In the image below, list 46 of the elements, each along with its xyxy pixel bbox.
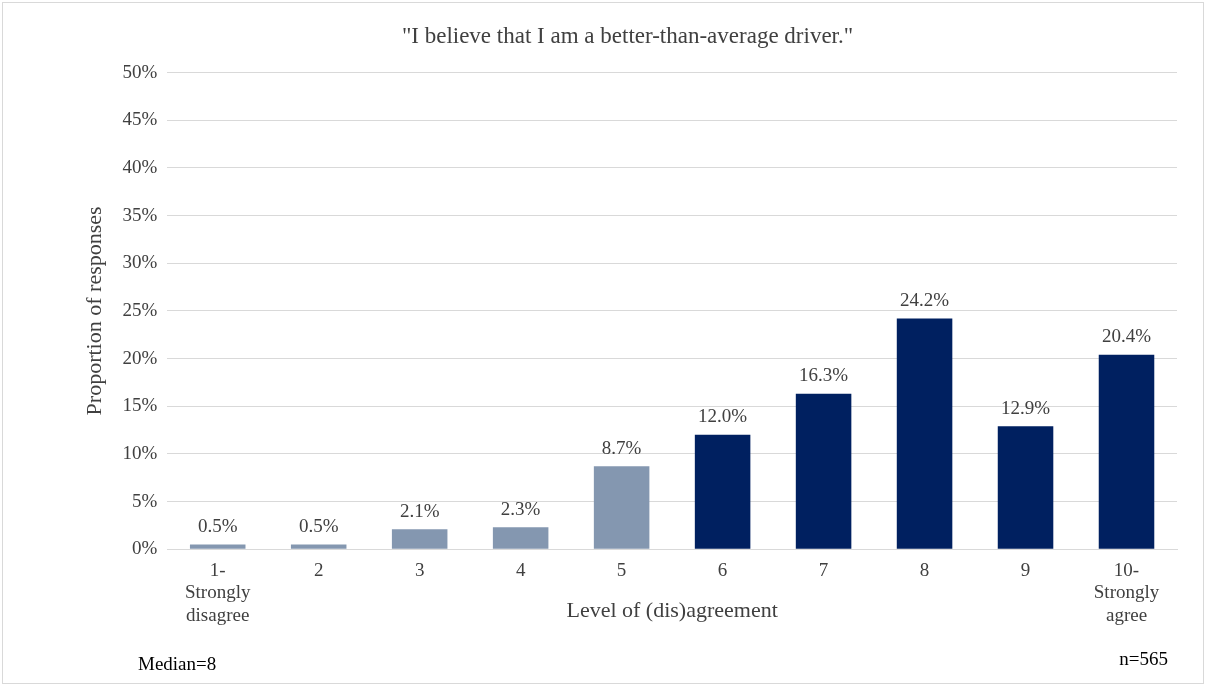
y-tick-label: 20% [122,346,158,368]
y-tick-label: 35% [122,203,158,225]
y-tick-label: 50% [122,60,158,82]
data-label: 20.4% [1101,325,1152,347]
data-label: 2.3% [500,497,541,519]
x-tick-label: 2 [313,558,324,580]
bar [997,426,1054,549]
chart-title: "I believe that I am a better-than-average driver." [401,22,854,48]
y-tick-label: 15% [122,394,158,416]
y-tick-label: 30% [122,251,158,273]
y-tick-label: 5% [131,489,158,511]
x-axis-title: Level of (dis)agreement [566,596,778,622]
bar [795,393,852,549]
bar [391,529,448,549]
x-tick-label: 3 [414,558,425,580]
y-axis-title: Proportion of responses [80,206,106,416]
bar [896,318,953,549]
text: n=565 [1119,648,1168,669]
bar [492,527,549,549]
bar [694,434,751,549]
x-tick-label: 7 [818,558,829,580]
text: Median=8 [138,653,217,674]
data-label: 12.9% [1000,396,1051,418]
x-tick-label: 1- Strongly disagree [184,558,251,626]
x-tick-label: 4 [515,558,526,580]
data-label: 0.5% [298,514,339,536]
x-tick-label: 8 [919,558,930,580]
data-label: 24.2% [900,289,950,311]
y-tick-label: 45% [122,108,158,130]
x-tick-label: 10- Strongly agree [1093,558,1160,626]
x-tick-label: 6 [717,558,728,580]
bar [1098,354,1155,549]
x-tick-label: 5 [616,558,627,580]
y-tick-label: 0% [131,537,158,559]
bar [593,466,650,549]
data-label: 0.5% [197,514,238,536]
data-label: 2.1% [399,499,440,521]
data-label: 16.3% [799,364,849,386]
x-tick-label: 9 [1020,558,1031,580]
y-tick-label: 25% [122,298,158,320]
y-tick-label: 40% [122,155,158,177]
bar [290,544,347,549]
y-tick-label: 10% [122,441,158,463]
data-label: 8.7% [601,436,642,458]
bar [189,544,246,549]
data-label: 12.0% [698,405,748,427]
